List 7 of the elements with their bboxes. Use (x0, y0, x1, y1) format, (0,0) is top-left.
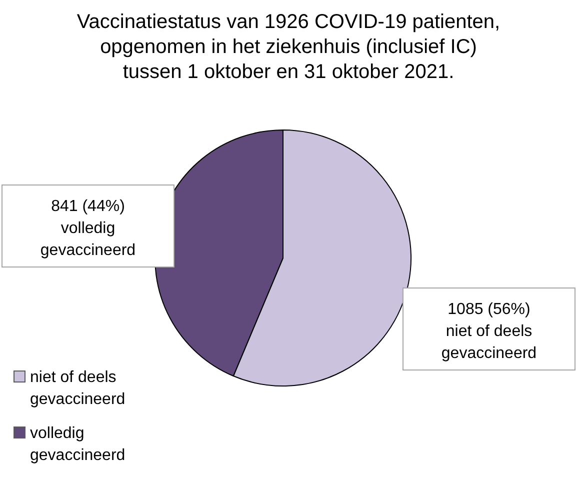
data-label: 1085 (56%) (448, 301, 530, 318)
legend-label: niet of deels gevaccineerd (30, 369, 126, 408)
data-label: 841 (44%) (51, 198, 125, 215)
slice-label: niet of deels gevaccineerd (441, 323, 537, 362)
slice-label: volledig gevaccineerd (40, 220, 136, 259)
legend-label: volledig gevaccineerd (30, 425, 126, 464)
chart-title: Vaccinatiestatus van 1926 COVID-19 patienten, opgenomen in het ziekenhuis (inclusief IC) tussen 1 oktober en 31 oktober 2021. (76, 11, 500, 83)
